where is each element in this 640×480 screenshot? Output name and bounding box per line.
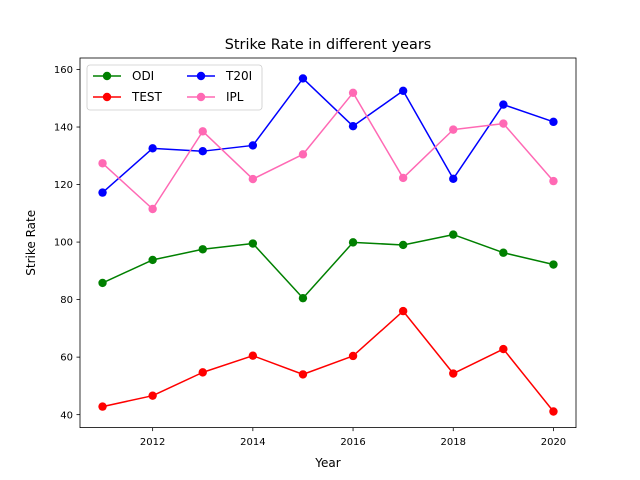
- data-point-odi: [248, 239, 258, 248]
- x-tick-label: 2016: [340, 437, 365, 448]
- data-point-ipl: [198, 127, 207, 136]
- data-point-test: [499, 344, 508, 354]
- data-point-t20i: [148, 144, 157, 153]
- data-point-ipl: [499, 119, 508, 128]
- data-point-odi: [449, 230, 458, 239]
- data-point-t20i: [549, 117, 558, 127]
- series-layer: [98, 74, 558, 416]
- data-point-t20i: [198, 146, 207, 156]
- data-point-t20i: [248, 141, 258, 150]
- data-point-t20i: [98, 188, 107, 197]
- legend-marker-t20i: [196, 71, 206, 81]
- data-point-odi: [549, 260, 558, 269]
- data-point-ipl: [549, 176, 558, 186]
- data-point-odi: [198, 245, 207, 254]
- y-tick-label: 80: [60, 295, 73, 306]
- data-point-ipl: [298, 150, 308, 159]
- data-point-test: [248, 351, 258, 360]
- series-line-t20i: [102, 77, 554, 194]
- data-point-test: [449, 369, 458, 378]
- data-point-test: [198, 368, 207, 377]
- data-point-test: [348, 351, 358, 361]
- axis-ticks: 2012 2014 2016 2018 2020 40 60 80 100 120 140 160: [54, 65, 566, 448]
- data-point-ipl: [148, 204, 157, 214]
- data-point-test: [148, 391, 157, 400]
- data-point-test: [398, 306, 408, 316]
- y-tick-label: 120: [54, 180, 73, 191]
- data-point-t20i: [499, 100, 508, 109]
- data-point-test: [549, 407, 558, 416]
- y-axis-label: Strike Rate: [24, 210, 38, 276]
- data-point-odi: [398, 240, 408, 250]
- data-point-odi: [348, 238, 358, 247]
- data-point-odi: [298, 293, 308, 303]
- x-tick-label: 2012: [140, 437, 165, 448]
- data-point-odi: [148, 255, 157, 265]
- legend-label-ipl: IPL: [226, 90, 244, 104]
- x-tick-label: 2014: [240, 437, 265, 448]
- series-line-odi: [102, 233, 554, 299]
- x-axis-label: Year: [314, 456, 340, 470]
- chart-title: Strike Rate in different years: [225, 37, 432, 53]
- data-point-test: [98, 402, 107, 411]
- legend-marker-test: [102, 92, 112, 102]
- y-tick-label: 40: [60, 410, 73, 421]
- data-point-odi: [98, 278, 107, 288]
- data-point-ipl: [98, 159, 107, 168]
- plot-area-frame: [79, 57, 577, 429]
- data-point-ipl: [449, 125, 458, 134]
- data-point-ipl: [398, 173, 408, 183]
- legend-label-t20i: T20I: [225, 69, 252, 83]
- legend-marker-ipl: [196, 92, 206, 102]
- series-line-ipl: [102, 92, 555, 210]
- legend-marker-odi: [102, 71, 112, 81]
- legend-label-odi: ODI: [132, 69, 154, 83]
- data-point-t20i: [449, 174, 458, 184]
- data-point-t20i: [298, 74, 308, 83]
- legend-label-test: TEST: [131, 90, 163, 104]
- data-point-ipl: [348, 88, 358, 98]
- data-point-odi: [499, 248, 508, 257]
- y-tick-label: 160: [54, 65, 73, 76]
- y-tick-label: 100: [54, 238, 73, 249]
- y-tick-label: 60: [60, 353, 73, 364]
- data-point-t20i: [398, 86, 408, 95]
- data-point-ipl: [248, 174, 258, 184]
- series-line-test: [102, 310, 555, 412]
- x-tick-label: 2020: [541, 437, 566, 448]
- data-point-t20i: [348, 121, 358, 131]
- y-tick-label: 140: [54, 123, 73, 134]
- x-tick-label: 2018: [441, 437, 466, 448]
- legend: ODI TEST T20I IPL: [86, 64, 263, 111]
- legend-frame: [86, 64, 263, 111]
- data-point-test: [298, 370, 308, 379]
